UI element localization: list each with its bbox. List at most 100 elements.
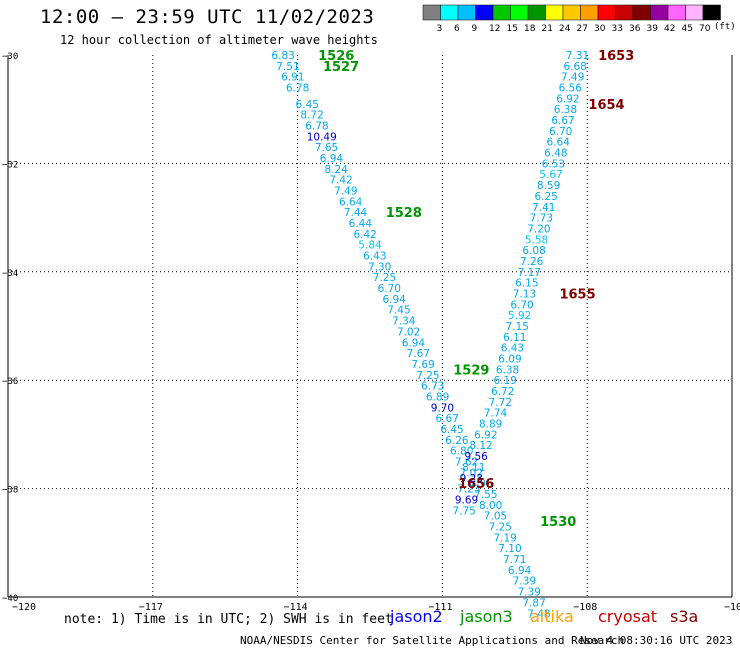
- legend-label: 24: [559, 24, 571, 34]
- wave-height-value: 7.25: [373, 272, 396, 284]
- wave-height-value: 6.73: [421, 381, 444, 393]
- legend-label: 70: [699, 24, 711, 34]
- pass-time-label: 1528: [386, 206, 422, 221]
- wave-height-value: 6.56: [559, 83, 583, 95]
- wave-height-value: 6.94: [382, 294, 406, 306]
- wave-height-value: 7.75: [452, 505, 475, 517]
- wave-height-value: 6.45: [440, 424, 463, 436]
- footer-credit: NOAA/NESDIS Center for Satellite Applica…: [240, 634, 625, 647]
- page-title: 12:00 — 23:59 UTC 11/02/2023: [40, 6, 375, 28]
- wave-height-value: 7.39: [513, 576, 536, 588]
- wave-height-value: 6.91: [281, 72, 304, 84]
- wave-height-value: 6.64: [339, 196, 363, 208]
- wave-height-value: 6.38: [496, 364, 519, 376]
- wave-height-value: 8.12: [469, 440, 492, 452]
- wave-height-value: 7.45: [387, 305, 410, 317]
- legend-swatch: [615, 4, 634, 21]
- legend-label: 12: [489, 24, 500, 34]
- wave-height-value: 7.67: [407, 348, 430, 360]
- legend-swatch: [667, 4, 686, 21]
- wave-height-value: 6.09: [498, 354, 521, 366]
- wave-height-value: 7.74: [484, 408, 508, 420]
- wave-height-value: 7.87: [522, 597, 545, 609]
- wave-height-value: 7.42: [329, 175, 352, 187]
- legend-swatch: [562, 4, 581, 21]
- wave-height-value: 6.64: [547, 137, 571, 149]
- wave-height-value: 7.25: [489, 522, 512, 534]
- wave-height-value: 8.89: [479, 419, 502, 431]
- wave-height-value: 6.70: [378, 283, 401, 295]
- lat-tick-label: −38: [2, 486, 18, 496]
- lat-tick-label: −30: [2, 52, 18, 62]
- wave-height-value: 7.65: [315, 142, 338, 154]
- legend-swatch: [440, 4, 459, 21]
- wave-height-value: 5.67: [539, 169, 562, 181]
- legend-label: 39: [647, 24, 659, 34]
- wave-height-value: 7.17: [518, 267, 541, 279]
- satellite-label-cryosat: cryosat: [598, 607, 658, 626]
- pass-time-label: 1527: [323, 60, 359, 75]
- wave-height-value: 6.70: [510, 299, 533, 311]
- legend-swatch: [632, 4, 651, 21]
- wave-height-value: 6.92: [556, 93, 579, 105]
- legend-swatch: [702, 4, 721, 21]
- wave-height-value: 8.72: [300, 110, 323, 122]
- satellite-label-jason2: jason2: [390, 607, 443, 626]
- wave-height-value: 6.44: [349, 218, 373, 230]
- wave-height-value: 7.41: [532, 202, 555, 214]
- legend-swatch: [527, 4, 546, 21]
- lon-tick-label: −120: [12, 602, 36, 613]
- wave-height-value: 6.08: [522, 245, 545, 257]
- wave-height-value: 7.71: [503, 554, 526, 566]
- wave-height-value: 6.38: [554, 104, 577, 116]
- wave-height-value: 6.78: [286, 83, 309, 95]
- wave-height-value: 6.15: [515, 278, 538, 290]
- wave-height-value: 8.24: [325, 164, 349, 176]
- wave-height-value: 7.55: [474, 489, 497, 501]
- wave-height-value: 7.10: [498, 543, 521, 555]
- wave-height-value: 6.72: [491, 386, 514, 398]
- wave-height-value: 5.84: [358, 240, 382, 252]
- wave-height-value: 7.48: [527, 608, 550, 620]
- pass-time-label: 1656: [458, 477, 494, 492]
- wave-height-value: 7.39: [518, 587, 541, 599]
- legend-label: 33: [612, 24, 623, 34]
- wave-height-value: 7.49: [561, 72, 584, 84]
- wave-height-value: 7.15: [506, 321, 529, 333]
- wave-height-value: 10.49: [307, 131, 337, 143]
- wave-height-value: 7.96: [469, 478, 493, 490]
- wave-height-value: 6.45: [296, 99, 319, 111]
- legend-label: 36: [629, 24, 641, 34]
- legend-label: 42: [664, 24, 675, 34]
- lon-tick-label: −114: [284, 602, 308, 613]
- legend-label: 15: [507, 24, 518, 34]
- legend-swatch: [545, 4, 564, 21]
- wave-height-value: 7.30: [368, 261, 391, 273]
- lon-tick-label: −111: [428, 602, 452, 613]
- wave-height-value: 8.00: [479, 500, 502, 512]
- wave-height-value: 6.25: [534, 191, 557, 203]
- legend-label: 3: [437, 24, 443, 34]
- wave-height-value: 7.20: [527, 223, 550, 235]
- wave-height-value: 7.34: [392, 316, 416, 328]
- wave-height-value: 7.25: [416, 370, 439, 382]
- wave-height-value: 6.67: [436, 413, 459, 425]
- wave-height-value: 6.53: [542, 158, 565, 170]
- legend-swatch: [597, 4, 616, 21]
- wave-height-value: 8.59: [537, 180, 560, 192]
- wave-height-value: 6.43: [363, 251, 386, 263]
- wave-height-value: 7.49: [334, 186, 357, 198]
- legend-swatch: [650, 4, 669, 21]
- wave-height-value: 7.02: [397, 326, 420, 338]
- wave-height-value: 7.69: [411, 359, 434, 371]
- footer-note: note: 1) Time is in UTC; 2) SWH is in fe…: [64, 612, 393, 627]
- legend-swatch: [510, 4, 529, 21]
- footer-timestamp: Nov 4 08:30:16 UTC 2023: [580, 634, 733, 647]
- lat-tick-label: −40: [2, 594, 18, 604]
- wave-height-value: 6.11: [503, 332, 526, 344]
- wave-height-value: 7.31: [566, 50, 589, 62]
- wave-height-value: 9.70: [431, 402, 454, 414]
- pass-time-label: 1654: [588, 98, 624, 113]
- lon-tick-label: −117: [139, 602, 163, 613]
- legend-swatch: [580, 4, 599, 21]
